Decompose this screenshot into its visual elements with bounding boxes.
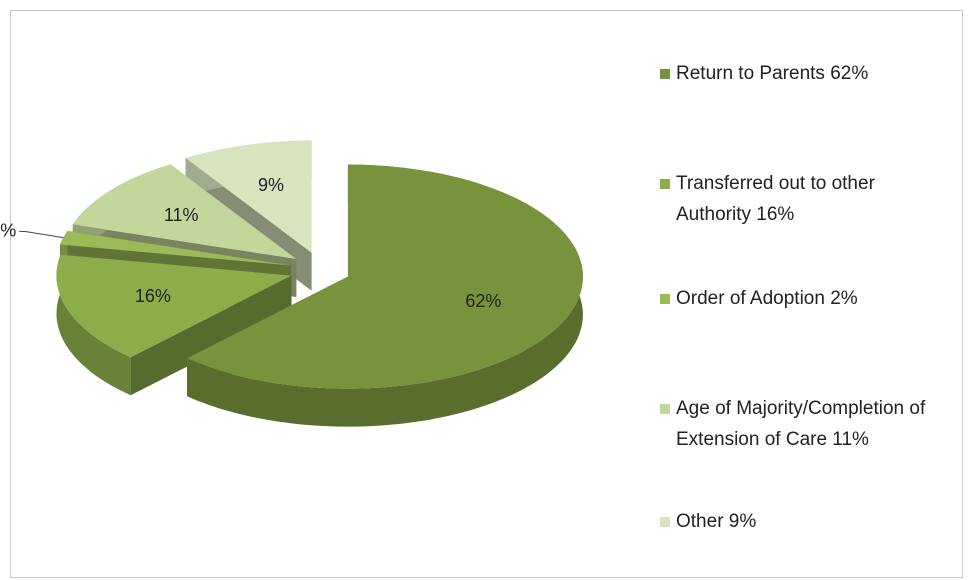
- legend-swatch: [660, 404, 670, 414]
- legend-item: Age of Majority/Completion of Extension …: [660, 393, 945, 455]
- slice-top: [72, 164, 297, 259]
- pie-slice: [56, 254, 292, 396]
- leader-line: [19, 231, 64, 239]
- legend-swatch: [660, 179, 670, 189]
- data-label: 11%: [164, 205, 199, 225]
- data-label: 16%: [135, 286, 171, 306]
- data-label: 9%: [258, 175, 284, 195]
- legend-label: Transferred out to other Authority 16%: [676, 173, 875, 225]
- legend-swatch: [660, 69, 670, 79]
- legend-swatch: [660, 517, 670, 527]
- slice-outer-wall: [187, 164, 583, 427]
- slice-top: [185, 140, 312, 253]
- data-label: 62%: [465, 291, 501, 311]
- legend-item: Other 9%: [660, 506, 945, 537]
- data-label: 2%: [0, 220, 16, 240]
- legend-label: Order of Adoption 2%: [676, 288, 858, 309]
- slice-top: [56, 254, 292, 358]
- legend-item: Order of Adoption 2%: [660, 283, 945, 314]
- pie-slice: [187, 164, 583, 427]
- slice-top: [60, 230, 291, 266]
- slice-outer-wall: [56, 254, 131, 396]
- chart-frame: [10, 10, 963, 578]
- slice-top: [187, 164, 583, 389]
- legend-item: Transferred out to other Authority 16%: [660, 168, 945, 230]
- legend-label: Other 9%: [676, 511, 757, 532]
- legend-item: Return to Parents 62%: [660, 58, 945, 89]
- legend-label: Return to Parents 62%: [676, 63, 869, 84]
- legend-swatch: [660, 294, 670, 304]
- legend-label: Age of Majority/Completion of Extension …: [676, 398, 926, 450]
